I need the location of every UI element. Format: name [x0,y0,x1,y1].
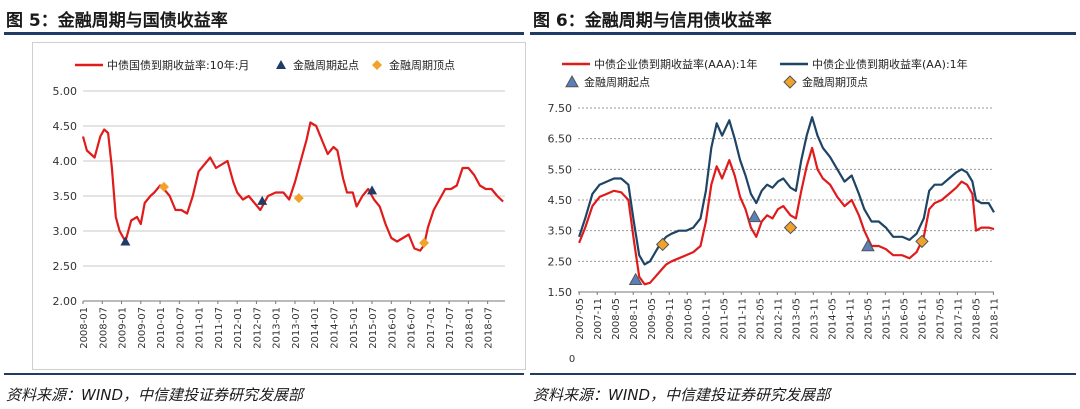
left-marker-peak-1 [293,193,304,204]
right-x-tick-label-14: 2014-05 [827,298,838,340]
left-bottom-rule [4,373,524,375]
right-extra-tick-label: 0 [569,354,575,365]
left-marker-peak-2 [419,237,430,248]
left-x-tick-label-8: 2012-01 [233,307,244,349]
right-marker-start-0 [628,272,643,286]
right-x-tick-label-13: 2013-11 [809,298,820,340]
left-legend-1-swatch [276,60,286,69]
left-x-tick-label-6: 2011-01 [195,307,206,349]
left-x-tick-label-3: 2009-07 [137,307,148,349]
right-legend-1-label: 中债企业债到期收益率(AA):1年 [812,57,968,71]
right-x-tick-label-17: 2015-11 [881,298,892,340]
right-x-tick-label-0: 2007-05 [575,298,586,340]
right-marker-peak-0 [655,237,670,252]
right-x-tick-label-8: 2011-05 [719,298,730,340]
right-x-tick-label-9: 2011-11 [737,298,748,340]
left-y-tick-label-0: 5.00 [53,85,78,98]
left-marker-start-2 [367,185,378,195]
left-x-tick-label-16: 2016-01 [387,307,398,349]
right-x-tick-label-12: 2013-05 [791,298,802,340]
right-marker-start-1 [747,209,762,223]
right-y-tick-label-2: 5.50 [548,163,573,176]
left-figure-title: 图 5：金融周期与国债收益率 [6,11,228,31]
right-x-tick-label-6: 2010-05 [683,298,694,340]
left-x-tick-label-18: 2017-01 [426,307,437,349]
left-x-tick-label-13: 2014-07 [330,307,341,349]
left-y-tick-label-6: 2.00 [53,295,78,308]
left-y-tick-label-4: 3.00 [53,225,78,238]
left-legend-0-label: 中债国债到期收益率:10年:月 [107,58,249,72]
left-y-tick-label-5: 2.50 [53,260,78,273]
left-x-tick-label-12: 2014-01 [310,307,321,349]
left-y-tick-label-1: 4.50 [53,120,78,133]
right-legend-2-swatch [565,74,579,88]
right-y-tick-label-3: 4.50 [548,194,573,207]
left-title-rule [4,32,524,35]
left-x-tick-label-19: 2017-07 [445,307,456,349]
right-x-tick-label-21: 2017-11 [953,298,964,340]
left-y-tick-label-3: 3.50 [53,190,78,203]
right-x-tick-label-18: 2016-05 [899,298,910,340]
right-legend-0-label: 中债企业债到期收益率(AAA):1年 [594,57,757,71]
left-x-tick-label-11: 2013-07 [291,307,302,349]
right-x-tick-label-16: 2015-05 [863,298,874,340]
right-x-tick-label-2: 2008-05 [611,298,622,340]
right-series-line-1 [578,116,995,266]
left-x-tick-label-15: 2015-07 [368,307,379,349]
right-x-tick-label-23: 2018-11 [989,298,1000,340]
right-x-tick-label-3: 2008-11 [629,298,640,340]
right-figure-title: 图 6：金融周期与信用债收益率 [533,11,772,31]
left-legend-2-swatch [372,60,382,70]
right-x-tick-label-11: 2012-11 [773,298,784,340]
left-x-tick-label-1: 2008-07 [98,307,109,349]
left-marker-peak-0 [158,181,169,192]
left-x-tick-label-17: 2016-07 [407,307,418,349]
left-x-tick-label-5: 2010-07 [175,307,186,349]
left-marker-start-0 [120,236,131,246]
right-marker-peak-2 [915,234,929,249]
right-x-tick-label-15: 2014-11 [845,298,856,340]
right-x-tick-label-4: 2009-05 [647,298,658,340]
right-x-tick-label-5: 2009-11 [665,298,676,340]
right-bottom-rule [530,373,1076,375]
left-legend-2-label: 金融周期顶点 [389,58,455,72]
right-y-tick-label-0: 7.50 [548,102,573,115]
left-x-tick-label-4: 2010-01 [156,307,167,349]
left-source-text: 资料来源：WIND，中信建投证券研究发展部 [6,386,304,404]
right-legend-2-label: 金融周期起点 [584,75,650,89]
right-y-tick-label-5: 2.50 [548,255,573,268]
left-chart-panel: 5.00 4.50 4.00 3.50 3.00 2.50 2.00 2008-01 2008-… [32,42,526,370]
right-legend-3-label: 金融周期顶点 [802,75,868,89]
right-x-tick-label-1: 2007-11 [593,298,604,340]
left-x-tick-label-0: 2008-01 [79,307,90,349]
left-y-tick-label-2: 4.00 [53,155,78,168]
left-series-line-0 [81,121,504,252]
left-x-tick-label-20: 2018-01 [464,307,475,349]
left-x-tick-label-14: 2015-01 [349,307,360,349]
left-x-tick-label-7: 2011-07 [214,307,225,349]
left-x-tick-label-21: 2018-07 [484,307,495,349]
left-x-tick-label-9: 2012-07 [252,307,263,349]
right-x-tick-label-22: 2018-05 [971,298,982,340]
left-marker-start-1 [257,195,268,205]
left-x-tick-label-10: 2013-01 [272,307,283,349]
right-series-line-0 [578,146,995,286]
right-x-tick-label-20: 2017-05 [935,298,946,340]
left-x-tick-label-2: 2009-01 [118,307,129,349]
right-x-tick-label-7: 2010-11 [701,298,712,340]
right-y-tick-label-6: 1.50 [548,286,573,299]
right-legend-3-swatch [783,75,797,89]
right-marker-start-2 [861,238,875,252]
right-x-tick-label-19: 2016-11 [917,298,928,340]
right-title-rule [530,32,1076,35]
right-y-tick-label-4: 3.50 [548,225,573,238]
right-x-tick-label-10: 2012-05 [755,298,766,340]
right-y-tick-label-1: 6.50 [548,133,573,146]
right-chart-panel: 7.50 6.50 5.50 4.50 3.50 2.50 1.50 2007-05 2007-… [534,42,1076,368]
left-legend-1-label: 金融周期起点 [293,58,359,72]
right-source-text: 资料来源：WIND，中信建投证券研究发展部 [533,386,831,404]
right-marker-peak-1 [783,220,798,235]
